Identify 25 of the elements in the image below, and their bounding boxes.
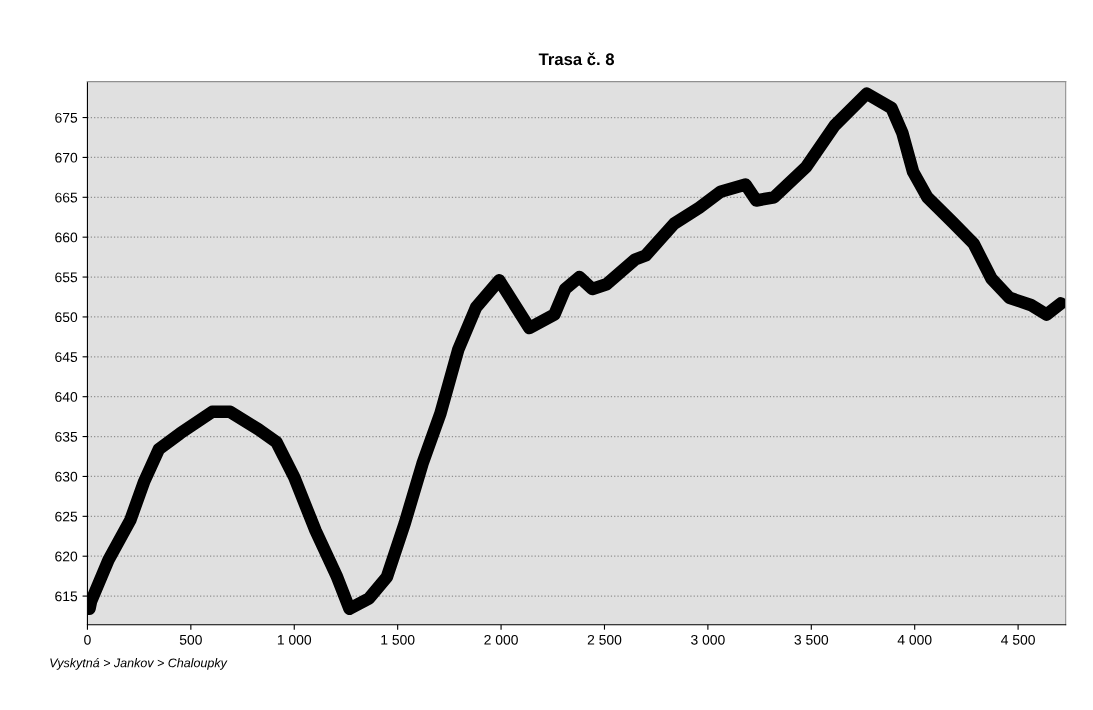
y-tick-label: 665 xyxy=(55,192,78,203)
y-tick-label: 630 xyxy=(55,471,78,482)
x-tick-label: 2 000 xyxy=(484,634,518,645)
x-tick-label: 1 500 xyxy=(381,634,415,645)
x-tick-label: 0 xyxy=(84,634,91,645)
y-tick-label: 625 xyxy=(55,511,78,522)
y-tick-label: 670 xyxy=(55,152,78,163)
x-tick-label: 500 xyxy=(179,634,202,645)
x-tick-label: 4 000 xyxy=(897,634,932,645)
x-tick-label: 4 500 xyxy=(1001,634,1035,645)
y-tick-label: 620 xyxy=(55,551,78,562)
chart-title: Trasa č. 8 xyxy=(538,52,615,66)
x-tick-label: 2 500 xyxy=(587,634,622,645)
text: Vyskytná > Jankov > Chaloupky xyxy=(50,657,228,670)
x-tick-label: 3 000 xyxy=(691,634,725,645)
x-tick-label: 1 000 xyxy=(277,634,312,645)
y-tick-label: 615 xyxy=(55,591,78,602)
y-tick-label: 635 xyxy=(55,431,78,442)
y-tick-label: 655 xyxy=(55,272,78,283)
y-tick-label: 645 xyxy=(55,352,78,362)
y-tick-label: 640 xyxy=(55,392,78,402)
y-tick-label: 675 xyxy=(55,112,78,123)
y-tick-label: 650 xyxy=(55,312,78,323)
y-tick-label: 660 xyxy=(55,232,78,243)
x-tick-label: 3 500 xyxy=(794,634,829,645)
